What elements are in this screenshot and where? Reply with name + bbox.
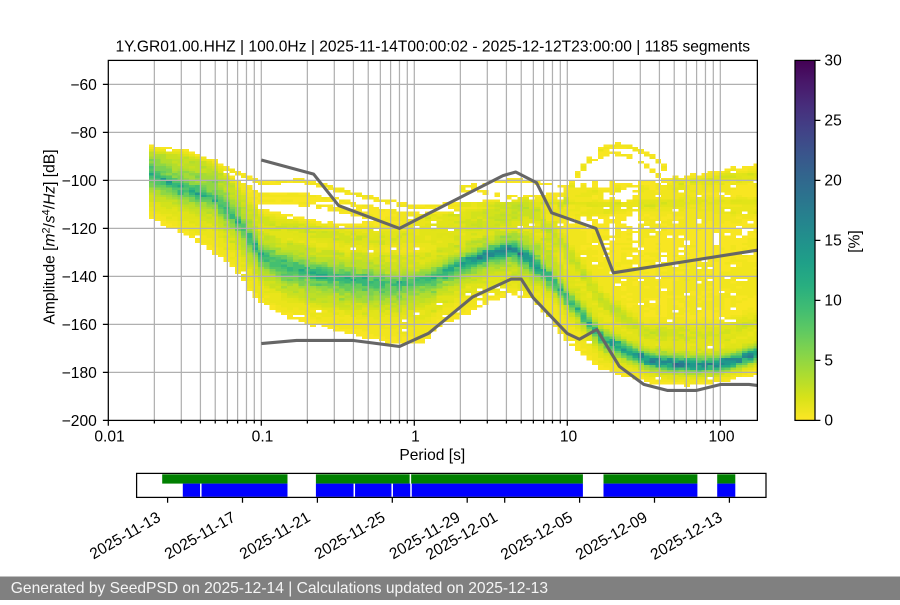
svg-text:[%]: [%]	[847, 230, 864, 253]
svg-text:20: 20	[824, 173, 842, 190]
svg-text:1: 1	[411, 429, 420, 446]
svg-text:−120: −120	[62, 221, 97, 238]
svg-text:10: 10	[824, 293, 842, 310]
svg-text:−140: −140	[62, 269, 97, 286]
svg-text:5: 5	[824, 353, 833, 370]
svg-text:30: 30	[824, 53, 842, 70]
svg-text:−200: −200	[62, 413, 97, 430]
svg-text:0.01: 0.01	[94, 429, 124, 446]
svg-text:1Y.GR01.00.HHZ | 100.0Hz | 202: 1Y.GR01.00.HHZ | 100.0Hz | 2025-11-14T00…	[116, 39, 751, 56]
svg-text:0.1: 0.1	[252, 429, 274, 446]
svg-text:−180: −180	[62, 365, 97, 382]
svg-text:−80: −80	[70, 125, 97, 142]
svg-text:100: 100	[708, 429, 734, 446]
svg-text:Generated by SeedPSD on 2025-1: Generated by SeedPSD on 2025-12-14 | Cal…	[11, 580, 548, 597]
svg-text:−60: −60	[70, 77, 97, 94]
svg-text:25: 25	[824, 113, 842, 130]
svg-text:10: 10	[560, 429, 578, 446]
svg-text:15: 15	[824, 233, 842, 250]
svg-text:Period [s]: Period [s]	[399, 447, 465, 464]
svg-text:−100: −100	[62, 173, 97, 190]
svg-text:0: 0	[824, 413, 833, 430]
svg-text:Amplitude [m2/s4/Hz] [dB]: Amplitude [m2/s4/Hz] [dB]	[40, 149, 58, 324]
svg-text:−160: −160	[62, 317, 97, 334]
